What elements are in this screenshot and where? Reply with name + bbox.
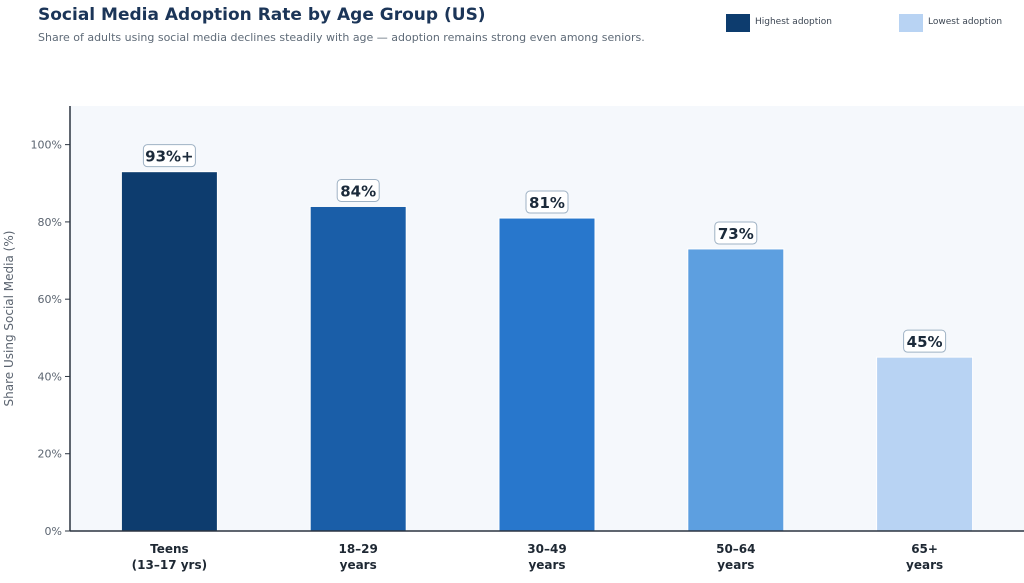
- legend-label-lowest: Lowest adoption: [928, 17, 1003, 27]
- data-label-box: [142, 144, 196, 168]
- bar-1: [309, 205, 407, 532]
- legend-swatch-highest: [726, 14, 750, 32]
- x-tick-label: 30–49: [527, 542, 566, 556]
- y-tick-label: 100%: [31, 139, 62, 152]
- data-label: 81%: [529, 194, 565, 212]
- data-label-box: [525, 190, 569, 214]
- x-tick-label: 18–29: [338, 542, 377, 556]
- data-label-box: [903, 329, 947, 353]
- data-label: 93%+: [145, 148, 193, 166]
- bar-3: [687, 248, 785, 532]
- x-tick-label: years: [717, 558, 754, 572]
- legend-label-highest: Highest adoption: [755, 17, 832, 27]
- y-tick-label: 80%: [38, 216, 62, 229]
- legend-swatch-lowest: [899, 14, 923, 32]
- data-label: 73%: [718, 225, 754, 243]
- y-tick-label: 0%: [45, 525, 62, 538]
- data-label: 45%: [907, 333, 943, 351]
- chart-title: Social Media Adoption Rate by Age Group …: [38, 5, 486, 25]
- x-tick-label: 65+: [911, 542, 938, 556]
- y-tick-label: 20%: [38, 448, 62, 461]
- x-tick-label: years: [340, 558, 377, 572]
- x-tick-label: (13–17 yrs): [132, 558, 207, 572]
- chart-subtitle: Share of adults using social media decli…: [38, 31, 645, 44]
- x-tick-label: years: [528, 558, 565, 572]
- x-tick-label: 50–64: [716, 542, 755, 556]
- x-tick-label: Teens: [150, 542, 189, 556]
- data-label-box: [714, 221, 758, 245]
- data-label-box: [336, 178, 380, 202]
- x-tick-label: years: [906, 558, 943, 572]
- y-axis-title: Share Using Social Media (%): [2, 231, 16, 407]
- bar-0: [120, 171, 218, 532]
- bar-4: [876, 356, 974, 532]
- data-label: 84%: [340, 182, 376, 200]
- bar-2: [498, 217, 596, 532]
- y-tick-label: 40%: [38, 370, 62, 383]
- y-tick-label: 60%: [38, 293, 62, 306]
